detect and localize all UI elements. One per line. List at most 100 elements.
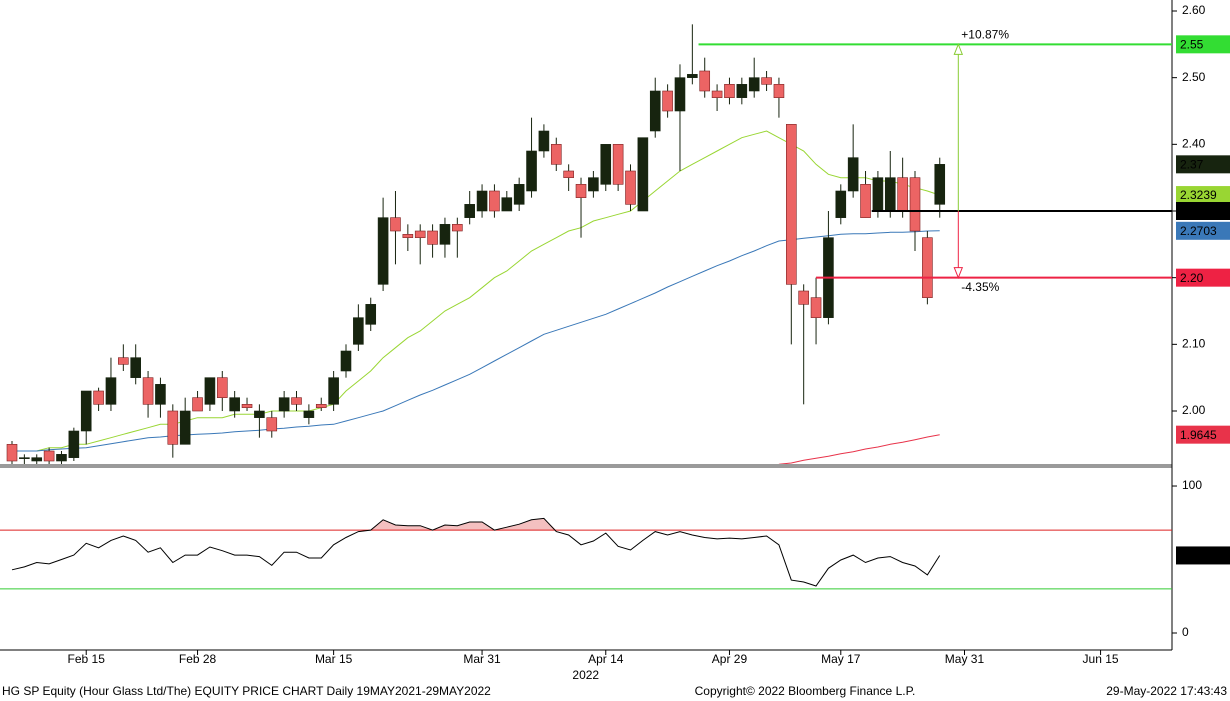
candle-body <box>736 84 748 98</box>
panel-separator <box>0 464 1172 468</box>
candle-body <box>80 390 92 432</box>
candle-body <box>612 144 624 185</box>
value-box <box>1176 425 1230 444</box>
value-box-label: 52.7651 <box>1180 549 1224 563</box>
candle-body <box>427 230 438 245</box>
candle-body <box>489 190 500 212</box>
candle-body <box>130 357 141 378</box>
x-tick-label: Jun 15 <box>1083 652 1119 666</box>
overbought-fill <box>12 518 940 531</box>
value-box-label: 2.3239 <box>1180 188 1217 202</box>
x-tick-label: Feb 15 <box>68 652 106 666</box>
candle-body <box>315 404 327 408</box>
rsi-panel <box>0 517 1172 590</box>
candle-body <box>179 410 191 445</box>
value-box-label: 2.37 <box>1180 158 1204 172</box>
annotation: -4.35% <box>961 280 999 294</box>
x-tick-label: Mar 15 <box>315 652 353 666</box>
value-box-label: 1.9645 <box>1180 428 1217 442</box>
candle-body <box>266 417 278 432</box>
y-tick-label: 0 <box>1182 625 1189 639</box>
candle-body <box>526 150 537 192</box>
candle-body <box>414 230 426 238</box>
candle-body <box>550 144 562 165</box>
candle-body <box>402 234 414 238</box>
candle-body <box>476 190 488 212</box>
footer-right: 29-May-2022 17:43:43 <box>1106 684 1227 698</box>
candle-body <box>798 290 809 305</box>
candle-body <box>390 217 401 232</box>
candle-body <box>810 297 822 318</box>
y-tick-label: 2.60 <box>1182 3 1206 17</box>
candle-body <box>291 397 302 405</box>
value-box <box>1176 186 1230 205</box>
candle-body <box>847 157 859 192</box>
candle-body <box>241 404 253 408</box>
candle-body <box>860 184 871 218</box>
candle-body <box>439 224 451 245</box>
candle-body <box>563 170 574 178</box>
arrow-head <box>953 267 964 280</box>
value-box-label: 2.20 <box>1180 271 1204 285</box>
candle-body <box>167 410 179 445</box>
candle-body <box>699 70 711 92</box>
value-box <box>1176 268 1230 287</box>
candle-body <box>662 90 673 112</box>
candle-body <box>340 350 352 372</box>
value-box <box>1176 546 1230 565</box>
annotation: +10.87% <box>961 28 1009 42</box>
x-tick-label: Apr 14 <box>588 652 624 666</box>
candle-body <box>649 90 661 132</box>
price-panel <box>6 24 946 464</box>
candle-body <box>204 377 216 405</box>
footer-left: HG SP Equity (Hour Glass Ltd/The) EQUITY… <box>2 684 491 698</box>
candle-body <box>216 377 228 398</box>
candle-body <box>31 457 43 462</box>
candle-body <box>588 177 599 192</box>
candle-body <box>748 77 760 92</box>
x-year-label: 2022 <box>572 668 599 682</box>
moving-average <box>12 230 940 452</box>
value-box-label: 2.2703 <box>1180 224 1217 238</box>
value-box <box>1176 202 1230 220</box>
candle-body <box>43 450 55 462</box>
value-box-label: 2.55 <box>1180 38 1204 52</box>
candle-body <box>711 90 723 98</box>
value-box <box>1176 155 1230 174</box>
candle-body <box>229 397 240 412</box>
candle-body <box>513 184 525 205</box>
candle-body <box>192 397 203 412</box>
candle-body <box>6 444 18 462</box>
candle-body <box>761 77 772 85</box>
candle-body <box>254 410 265 418</box>
candle-body <box>538 130 550 152</box>
candle-body <box>786 124 797 285</box>
candle-body <box>674 77 686 112</box>
candle-body <box>155 384 166 405</box>
candle-body <box>93 390 104 405</box>
value-box <box>1176 35 1230 54</box>
value-box-label: 2.30 <box>1180 204 1204 218</box>
candle-body <box>118 357 129 365</box>
candle-body <box>303 410 315 418</box>
candle-body <box>625 170 636 205</box>
candle-body <box>328 377 339 405</box>
y-tick-label: 100 <box>1182 478 1202 492</box>
x-tick-label: Mar 31 <box>463 652 501 666</box>
candle-body <box>464 204 475 218</box>
candle-body <box>884 177 896 212</box>
y-tick-label: 2.50 <box>1182 70 1206 84</box>
candle-body <box>278 397 290 412</box>
x-tick-label: May 17 <box>821 652 861 666</box>
candle-body <box>353 317 364 345</box>
candle-body <box>452 224 463 232</box>
footer-center: Copyright© 2022 Bloomberg Finance L.P. <box>695 684 916 698</box>
candle-body <box>68 430 80 458</box>
rsi-line <box>11 517 941 587</box>
candle-body <box>835 190 847 218</box>
candle-body <box>897 177 908 212</box>
moving-average <box>778 434 940 464</box>
y-tick-label: 2.00 <box>1182 403 1206 417</box>
candle-body <box>105 377 117 405</box>
candle-body <box>934 164 946 205</box>
